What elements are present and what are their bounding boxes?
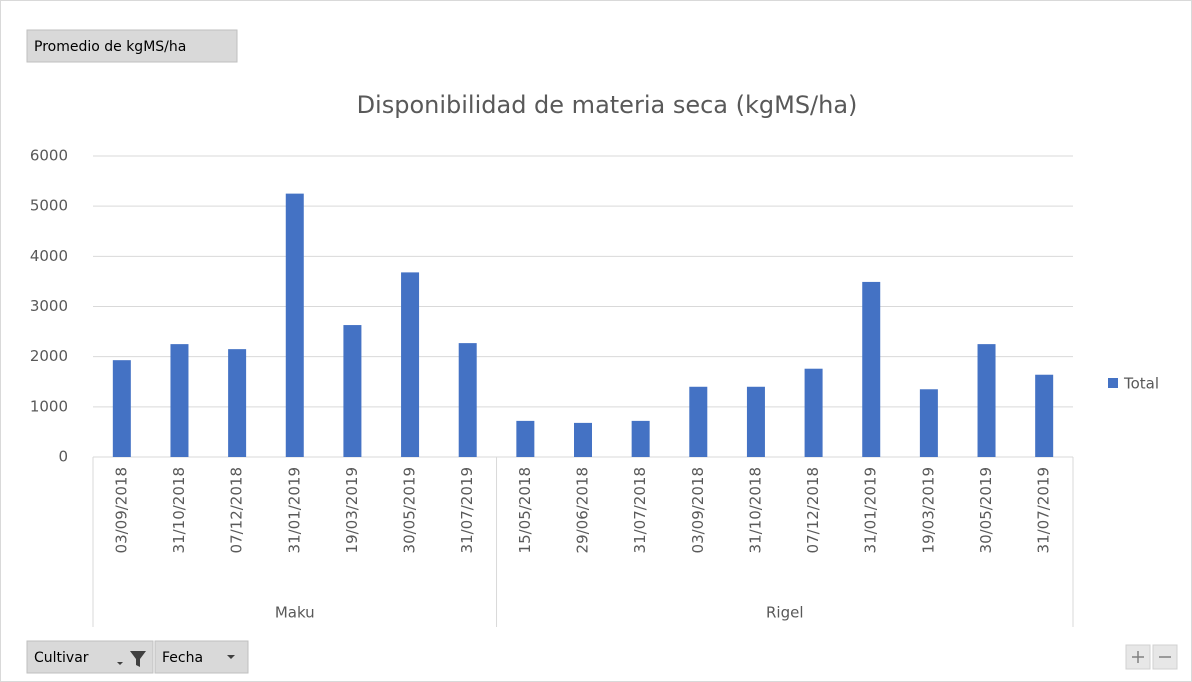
x-tick-label: 31/01/2019: [862, 467, 880, 553]
value-field-button[interactable]: Promedio de kgMS/ha: [26, 29, 238, 63]
button-label: Promedio de kgMS/ha: [34, 39, 186, 55]
x-tick-label: 19/03/2019: [343, 467, 361, 553]
zoom-buttons[interactable]: [1125, 644, 1178, 670]
x-tick-label: 31/10/2018: [746, 467, 764, 553]
dropdown-icon: [227, 655, 235, 659]
x-tick-label: 07/12/2018: [804, 467, 822, 553]
button-label: Fecha: [162, 650, 203, 666]
x-tick-label: 31/10/2018: [170, 467, 188, 553]
x-tick-label: 31/07/2019: [1035, 467, 1053, 553]
bar: [401, 272, 420, 457]
y-tick-label: 5000: [30, 197, 68, 215]
y-tick-label: 3000: [30, 297, 68, 315]
bar: [746, 386, 765, 457]
x-tick-label: 19/03/2019: [919, 467, 937, 553]
filter-icon: [117, 651, 146, 667]
fecha-button[interactable]: Fecha: [154, 640, 249, 674]
y-tick-label: 2000: [30, 347, 68, 365]
x-tick-label: 31/07/2019: [458, 467, 476, 553]
chart-title: Disponibilidad de materia seca (kgMS/ha): [357, 91, 858, 119]
bar: [804, 368, 823, 457]
x-tick-label: 31/01/2019: [285, 467, 303, 553]
bar: [458, 343, 477, 457]
bar: [862, 281, 881, 457]
group-label: Maku: [275, 604, 315, 622]
bar: [919, 389, 938, 457]
bar: [343, 325, 362, 457]
bar: [689, 386, 708, 457]
x-tick-label: 30/05/2019: [401, 467, 419, 553]
x-tick-label: 07/12/2018: [228, 467, 246, 553]
group-label: Rigel: [766, 604, 804, 622]
legend-label: Total: [1123, 375, 1159, 393]
y-tick-label: 6000: [30, 147, 68, 165]
bar: [1035, 374, 1054, 457]
y-tick-label: 1000: [30, 397, 68, 415]
x-tick-label: 29/06/2018: [574, 467, 592, 553]
cultivar-button[interactable]: Cultivar: [26, 640, 154, 674]
bar: [112, 360, 131, 457]
bar: [285, 193, 304, 457]
x-tick-label: 30/05/2019: [977, 467, 995, 553]
y-tick-label: 0: [58, 448, 68, 466]
bar: [977, 344, 996, 457]
bar: [228, 349, 247, 457]
x-tick-label: 03/09/2018: [112, 467, 130, 553]
x-tick-label: 15/05/2018: [516, 467, 534, 553]
button-label: Cultivar: [34, 650, 89, 666]
x-tick-label: 31/07/2018: [631, 467, 649, 553]
bar: [631, 420, 650, 457]
bar: [516, 420, 535, 457]
x-tick-label: 03/09/2018: [689, 467, 707, 553]
legend-swatch: [1108, 378, 1118, 388]
bar: [170, 344, 189, 457]
y-tick-label: 4000: [30, 247, 68, 265]
bar: [574, 422, 592, 457]
